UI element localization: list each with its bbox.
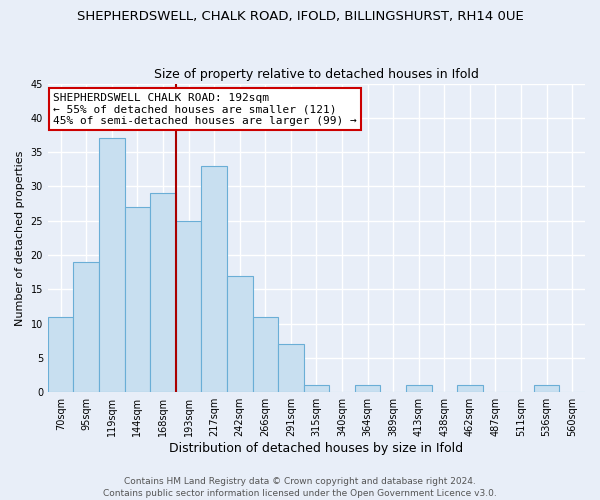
Bar: [534, 386, 559, 392]
Text: SHEPHERDSWELL CHALK ROAD: 192sqm
← 55% of detached houses are smaller (121)
45% : SHEPHERDSWELL CHALK ROAD: 192sqm ← 55% o…: [53, 93, 357, 126]
Bar: [304, 386, 329, 392]
Y-axis label: Number of detached properties: Number of detached properties: [15, 150, 25, 326]
Bar: [227, 276, 253, 392]
Text: Contains HM Land Registry data © Crown copyright and database right 2024.
Contai: Contains HM Land Registry data © Crown c…: [103, 476, 497, 498]
Bar: [48, 317, 73, 392]
Text: SHEPHERDSWELL, CHALK ROAD, IFOLD, BILLINGSHURST, RH14 0UE: SHEPHERDSWELL, CHALK ROAD, IFOLD, BILLIN…: [77, 10, 523, 23]
Title: Size of property relative to detached houses in Ifold: Size of property relative to detached ho…: [154, 68, 479, 81]
Bar: [253, 317, 278, 392]
Bar: [457, 386, 482, 392]
Bar: [99, 138, 125, 392]
Bar: [150, 194, 176, 392]
Bar: [278, 344, 304, 392]
Bar: [125, 207, 150, 392]
Bar: [355, 386, 380, 392]
X-axis label: Distribution of detached houses by size in Ifold: Distribution of detached houses by size …: [169, 442, 464, 455]
Bar: [202, 166, 227, 392]
Bar: [176, 220, 202, 392]
Bar: [406, 386, 431, 392]
Bar: [73, 262, 99, 392]
